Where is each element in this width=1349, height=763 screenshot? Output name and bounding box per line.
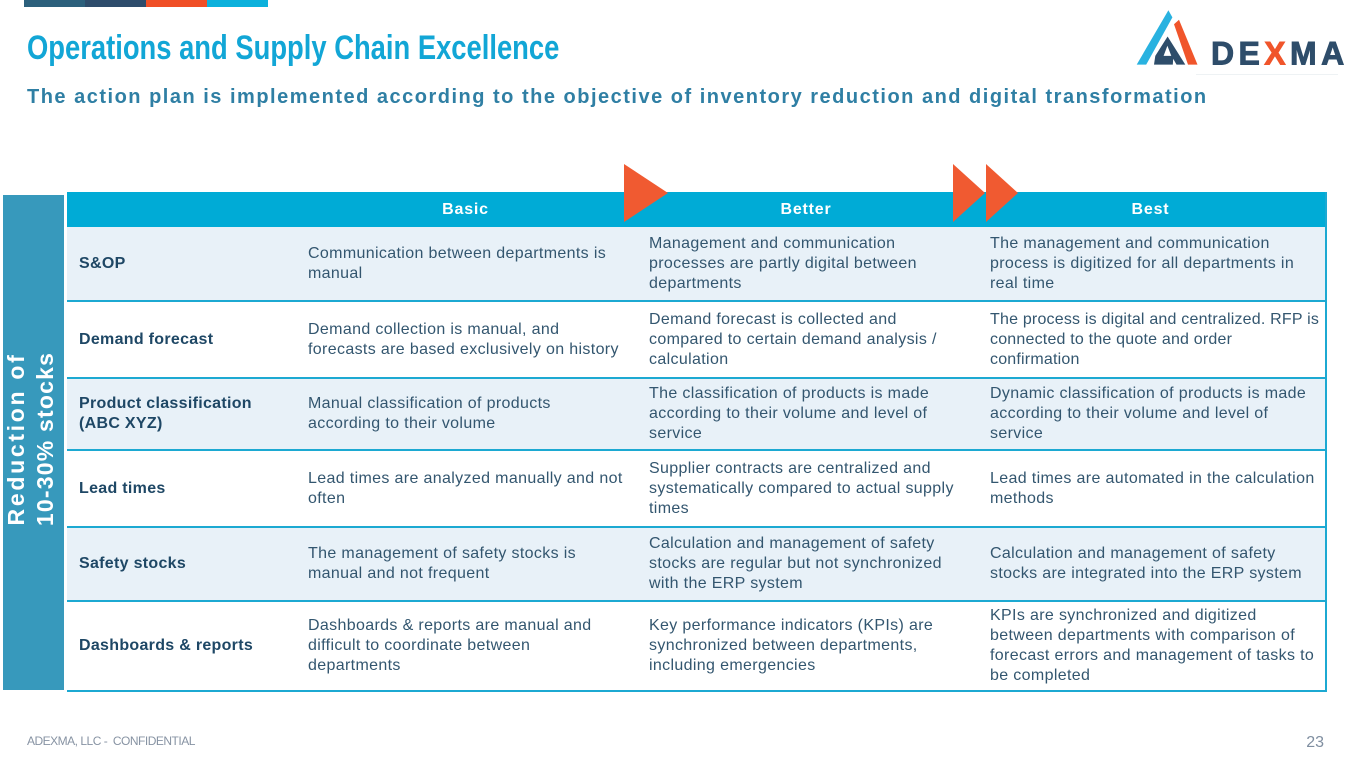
svg-text:DEXMA: DEXMA: [1211, 36, 1345, 71]
